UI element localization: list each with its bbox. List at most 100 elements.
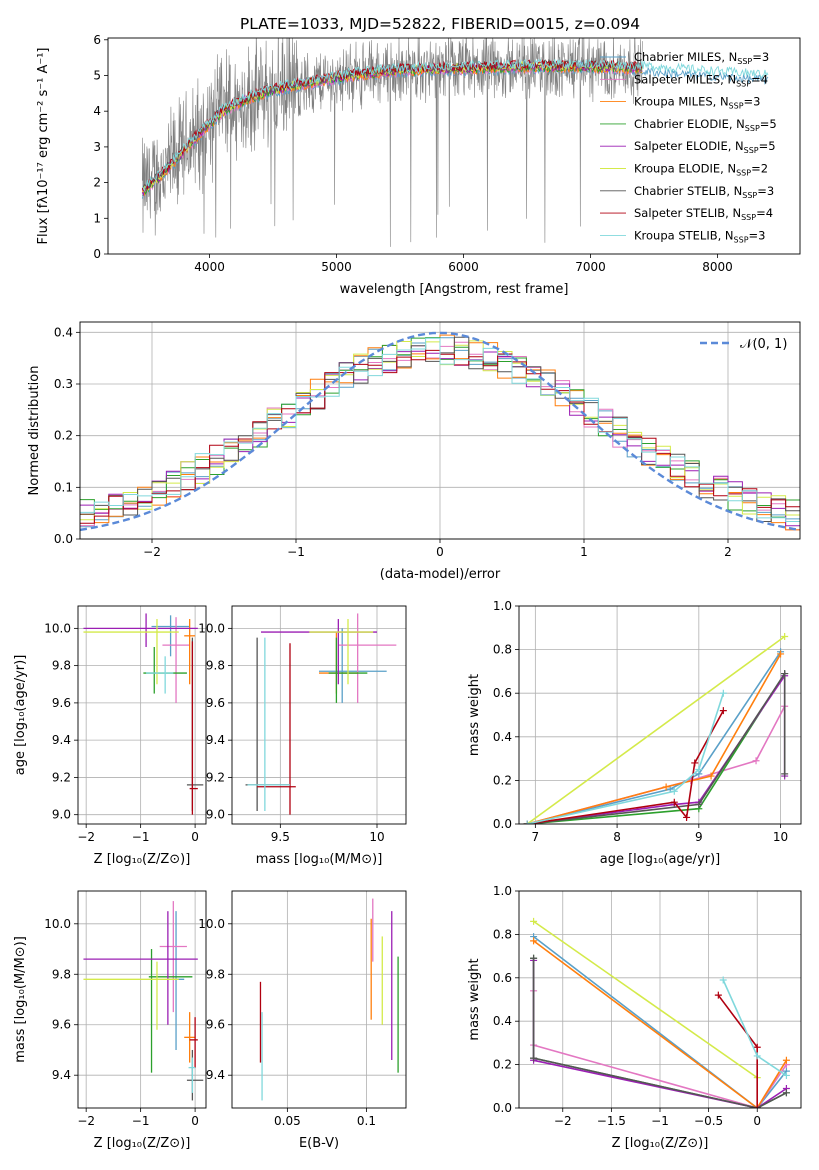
errorbar-point <box>167 911 185 1050</box>
y-tick-label: 0.4 <box>493 730 512 744</box>
x-tick-label: 2 <box>724 545 732 559</box>
y-tick-label: 0.6 <box>493 686 512 700</box>
panel-residuals: −2 −1 0 1 2 0.0 0.1 0.2 0.3 0.4 (data-model)/error… <box>27 321 801 582</box>
x-tick-label: 8000 <box>702 260 733 274</box>
x-tick-label: 7 <box>532 830 540 844</box>
axes: 7 8 9 10 0.0 0.2 0.4 0.6 0.8 1.0 age [log₁₀(age/yr… <box>467 599 802 867</box>
series-marker <box>753 1043 761 1051</box>
legend-count: =3 <box>752 50 769 64</box>
errorbar-point <box>83 911 198 1025</box>
series-marker <box>714 991 722 999</box>
series-marker <box>753 1052 761 1060</box>
axes-frame <box>77 605 207 825</box>
errorbar-point <box>146 656 174 694</box>
y-tick-label: 4 <box>93 104 101 118</box>
x-tick-label: 1 <box>580 545 588 559</box>
y-tick-label: 9.2 <box>206 770 225 784</box>
legend-label: Salpeter MILES, NSSP=4 <box>634 72 768 88</box>
errorbar-point <box>247 637 290 811</box>
errorbar-point <box>83 613 198 647</box>
x-tick-label: 0.1 <box>357 1114 376 1128</box>
legend-subscript: SSP <box>742 191 757 200</box>
errorbar-point <box>162 617 190 703</box>
x-tick-label: 6000 <box>448 260 479 274</box>
legend-label: Salpeter STELIB, NSSP=4 <box>634 206 773 222</box>
normal-reference-curve <box>80 331 800 532</box>
series-marker <box>719 976 727 984</box>
legend-subscript: SSP <box>744 146 759 155</box>
errorbar-point <box>148 949 193 1073</box>
x-axis-label: Z [log₁₀(Z/Z⊙)] <box>612 1136 709 1151</box>
y-axis-label: age [log₁₀(age/yr)] <box>13 655 28 776</box>
series-marker <box>781 633 789 641</box>
series-marker <box>691 759 699 767</box>
legend-count: =3 <box>749 228 766 242</box>
mass-weight-series-0 <box>533 935 788 1108</box>
mass-weight-series-8 <box>527 692 725 824</box>
plot-area <box>83 901 204 1101</box>
grid <box>519 890 801 1109</box>
series-marker <box>782 1071 790 1079</box>
y-axis-label: Flux [fλ10⁻¹⁷ erg cm⁻² s⁻¹ A⁻¹] <box>36 48 51 245</box>
series-marker <box>530 917 538 925</box>
series-marker <box>707 772 715 780</box>
legend-subscript: SSP <box>737 57 752 66</box>
y-tick-label: 9.8 <box>52 967 71 981</box>
series-marker <box>719 707 727 715</box>
x-axis-label: Z [log₁₀(Z/Z⊙)] <box>94 1136 191 1151</box>
legend-count: =2 <box>751 162 768 176</box>
panel-age_vs_Z: −2 −1 0 9.0 9.2 9.4 9.6 9.8 10.0 Z [log₁₀(Z/Z⊙)] a… <box>13 605 207 867</box>
x-tick-label: −1 <box>132 830 150 844</box>
x-tick-label: 5000 <box>321 260 352 274</box>
spectrum-model-6 <box>141 58 643 190</box>
y-tick-label: 9.2 <box>52 770 71 784</box>
axes: −2 −1 0 9.4 9.6 9.8 10.0 Z [log₁₀(Z/Z⊙)] mass [l… <box>13 890 207 1151</box>
errorbar-point <box>188 1057 196 1093</box>
mass-weight-series-5 <box>526 635 786 824</box>
x-tick-label: −2 <box>77 830 95 844</box>
x-tick-label: 10 <box>369 830 384 844</box>
y-tick-label: 0.6 <box>493 971 512 985</box>
y-tick-label: 10.0 <box>44 917 71 931</box>
errorbar-point <box>319 628 387 703</box>
x-axis-label: E(B-V) <box>299 1136 339 1151</box>
x-tick-label: 10 <box>773 830 788 844</box>
errorbar-point <box>257 643 296 815</box>
x-tick-label: 0 <box>191 830 199 844</box>
series-marker <box>781 670 789 678</box>
series-marker <box>781 770 789 778</box>
axes-frame <box>231 890 407 1109</box>
x-tick-label: 0 <box>753 1114 761 1128</box>
y-tick-label: 0.4 <box>493 1014 512 1028</box>
reference-legend-label: 𝒩(0, 1) <box>740 337 787 352</box>
y-tick-label: 0.2 <box>493 773 512 787</box>
panel-mass_vs_ebv: 0.05 0.1 9.4 9.6 9.8 10.0 E(B-V) <box>198 890 407 1151</box>
spectrum-model-8 <box>141 58 769 193</box>
spectrum-data-line <box>142 38 643 247</box>
y-tick-label: 1.0 <box>493 884 512 898</box>
spectrum-legend: Chabrier MILES, NSSP=3 Salpeter MILES, NS… <box>600 50 777 244</box>
y-tick-label: 9.4 <box>52 733 71 747</box>
legend-count: =5 <box>760 117 777 131</box>
x-tick-label: 4000 <box>194 260 225 274</box>
errorbar-point <box>184 1012 196 1063</box>
axes-frame <box>79 321 801 540</box>
series-marker <box>782 1089 790 1097</box>
x-tick-label: 0.05 <box>274 1114 301 1128</box>
legend-subscript: SSP <box>729 102 744 111</box>
y-tick-label: 9.8 <box>206 659 225 673</box>
y-tick-label: 0.1 <box>54 480 73 494</box>
errorbar-point <box>189 1017 198 1068</box>
axes: −2 −1.5 −1 −0.5 0 0.0 0.2 0.4 0.6 0.8 1.0 Z [log₁₀(… <box>467 884 802 1151</box>
y-axis-label: mass weight <box>467 674 482 756</box>
legend-subscript: SSP <box>736 169 751 178</box>
mass-weight-series-5 <box>533 920 758 1079</box>
x-tick-label: −2 <box>143 545 161 559</box>
x-tick-label: −1.5 <box>597 1114 626 1128</box>
y-tick-label: 9.6 <box>206 696 225 710</box>
y-tick-label: 9.8 <box>206 967 225 981</box>
y-axis-label: mass [log₁₀(M/M⊙)] <box>13 936 28 1063</box>
axes-frame <box>231 605 407 825</box>
y-tick-label: 0 <box>93 247 101 261</box>
